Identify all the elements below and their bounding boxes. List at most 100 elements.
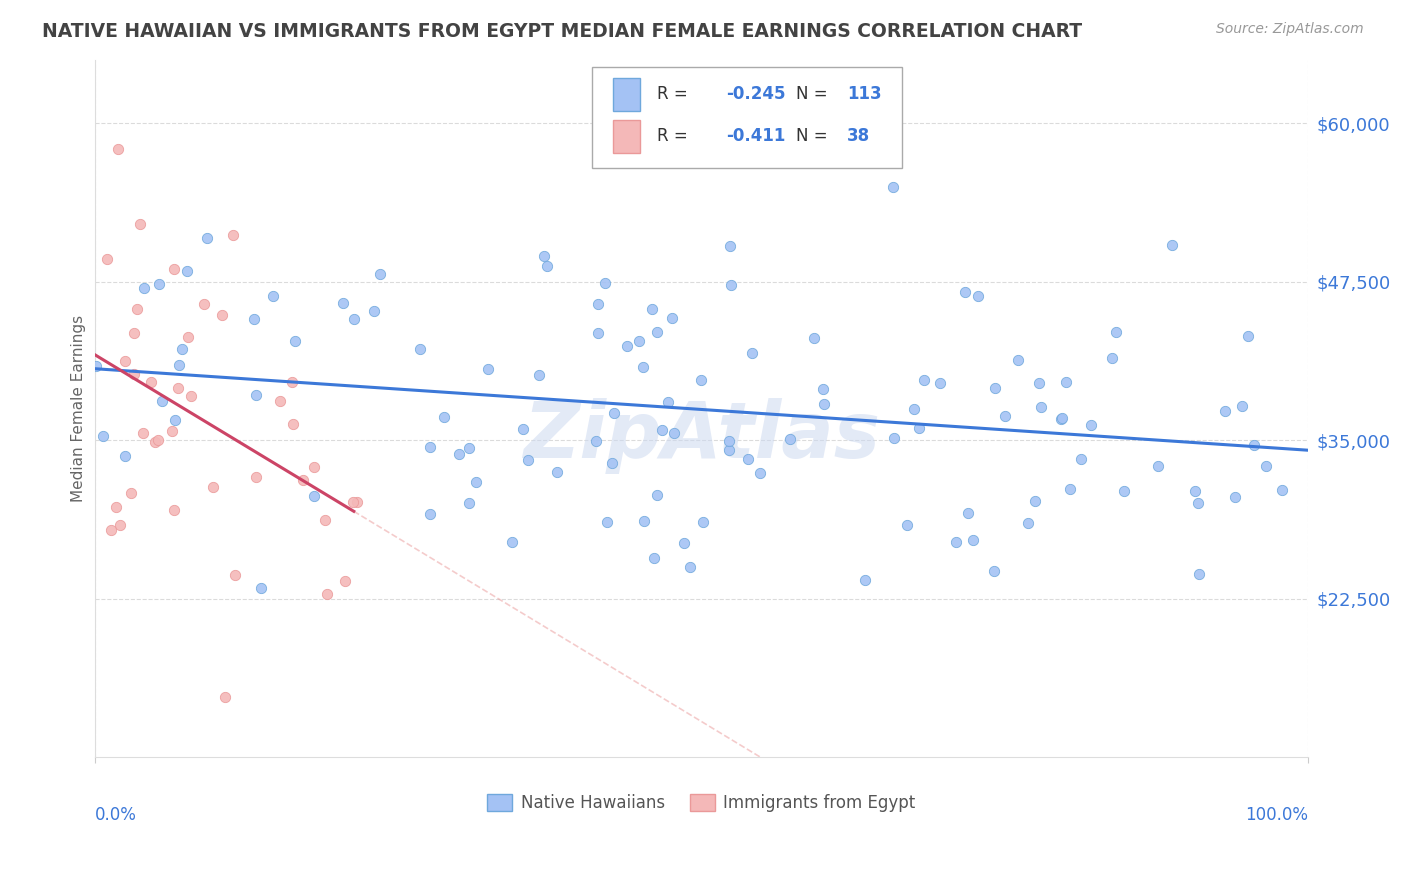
Point — [163, 262, 186, 277]
Point — [1213, 404, 1236, 418]
Point — [512, 422, 534, 436]
Point — [242, 311, 264, 326]
Point — [104, 500, 127, 514]
Point — [643, 551, 665, 566]
Point — [464, 475, 486, 489]
Point — [1230, 400, 1253, 414]
Point — [170, 342, 193, 356]
Point — [148, 277, 170, 292]
Point — [114, 449, 136, 463]
Point — [586, 326, 609, 340]
Point — [692, 516, 714, 530]
Point — [458, 496, 481, 510]
Point — [779, 432, 801, 446]
Point — [122, 326, 145, 341]
Point — [146, 433, 169, 447]
Point — [1007, 352, 1029, 367]
Point — [882, 180, 904, 194]
Point — [1054, 376, 1077, 390]
Point — [132, 281, 155, 295]
Point — [633, 359, 655, 374]
Point — [811, 383, 834, 397]
Point — [128, 218, 150, 232]
Point — [533, 250, 555, 264]
Point — [1188, 567, 1211, 582]
Point — [224, 567, 246, 582]
Point — [645, 488, 668, 502]
Point — [84, 359, 107, 374]
Point — [409, 342, 432, 356]
Point — [166, 381, 188, 395]
Point — [167, 359, 190, 373]
Point — [269, 394, 291, 409]
Point — [100, 523, 122, 537]
Point — [1028, 376, 1050, 391]
Point — [627, 334, 650, 349]
Point — [1031, 400, 1053, 414]
Point — [177, 330, 200, 344]
Text: Source: ZipAtlas.com: Source: ZipAtlas.com — [1216, 22, 1364, 37]
Point — [163, 413, 186, 427]
Point — [449, 447, 471, 461]
Point — [314, 513, 336, 527]
Text: 38: 38 — [848, 128, 870, 145]
Point — [641, 302, 664, 317]
Text: 113: 113 — [848, 86, 882, 103]
Point — [262, 288, 284, 302]
Text: ZipAtlas: ZipAtlas — [523, 399, 880, 475]
Point — [143, 435, 166, 450]
Point — [1254, 459, 1277, 474]
Y-axis label: Median Female Earnings: Median Female Earnings — [72, 315, 86, 502]
Point — [661, 311, 683, 326]
Point — [132, 425, 155, 440]
Point — [292, 474, 315, 488]
Text: N =: N = — [796, 128, 828, 145]
Point — [284, 334, 307, 348]
Point — [193, 297, 215, 311]
Point — [546, 465, 568, 479]
Point — [245, 470, 267, 484]
Point — [928, 376, 950, 390]
Point — [651, 423, 673, 437]
Point — [962, 533, 984, 547]
Point — [122, 367, 145, 381]
Point — [180, 389, 202, 403]
Point — [419, 440, 441, 454]
Point — [912, 373, 935, 387]
Point — [718, 239, 741, 253]
Point — [749, 466, 772, 480]
Legend: Native Hawaiians, Immigrants from Egypt: Native Hawaiians, Immigrants from Egypt — [481, 788, 922, 819]
Text: -0.411: -0.411 — [725, 128, 785, 145]
FancyBboxPatch shape — [613, 120, 640, 153]
Point — [1114, 483, 1136, 498]
Point — [1243, 438, 1265, 452]
Point — [737, 451, 759, 466]
Point — [302, 460, 325, 475]
Point — [1017, 516, 1039, 530]
Point — [249, 581, 271, 595]
Point — [903, 402, 925, 417]
Point — [586, 297, 609, 311]
Point — [953, 285, 976, 299]
Point — [1050, 411, 1073, 425]
Point — [645, 325, 668, 339]
Point — [501, 534, 523, 549]
Point — [1080, 417, 1102, 432]
Point — [657, 395, 679, 409]
Point — [690, 373, 713, 387]
Point — [1184, 484, 1206, 499]
Point — [176, 264, 198, 278]
Point — [994, 409, 1017, 424]
Point — [600, 456, 623, 470]
Point — [517, 452, 540, 467]
Point — [1223, 490, 1246, 504]
Point — [633, 514, 655, 528]
Point — [121, 486, 143, 500]
Point — [195, 230, 218, 244]
Point — [333, 574, 356, 588]
Point — [673, 535, 696, 549]
Point — [983, 564, 1005, 578]
Point — [1160, 237, 1182, 252]
Point — [1070, 452, 1092, 467]
Point — [803, 331, 825, 345]
